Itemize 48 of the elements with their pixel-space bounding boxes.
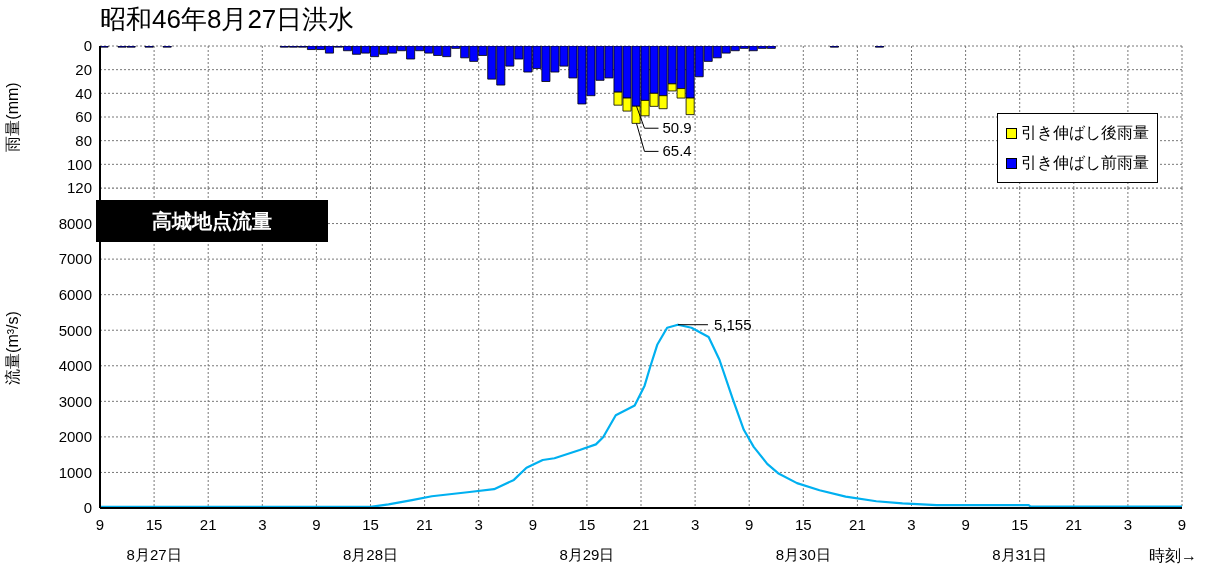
- x-tick-label: 9: [745, 516, 754, 533]
- y-tick-label: 80: [75, 131, 92, 149]
- y-tick-label: 120: [66, 179, 92, 197]
- x-tick-label: 9: [312, 516, 321, 533]
- legend-label: 引き伸ばし前雨量: [1021, 153, 1149, 173]
- y-tick-label: 6000: [58, 285, 92, 303]
- x-tick-label: 9: [961, 516, 970, 533]
- y-tick-label: 5000: [58, 321, 92, 339]
- x-tick-label: 3: [474, 516, 483, 533]
- chart-title: 昭和46年8月27日洪水: [100, 3, 355, 36]
- label-box: 高城地点流量: [96, 200, 328, 242]
- x-tick-label: 15 8月28日: [342, 516, 399, 563]
- y-axis-title: 雨量(mm): [3, 82, 21, 152]
- y-tick-label: 0: [83, 499, 92, 517]
- y-tick-label: 1000: [58, 463, 92, 481]
- y-tick-label: 60: [75, 108, 92, 126]
- y-tick-label: 0: [83, 37, 92, 55]
- x-tick-label: 3: [690, 516, 700, 533]
- x-tick-label: 9: [95, 516, 105, 533]
- x-tick-label: 15 8月27日: [126, 516, 182, 563]
- y-tick-label: 8000: [58, 214, 92, 232]
- x-tick-label: 21: [1065, 516, 1083, 533]
- x-tick-label: 21: [632, 516, 650, 533]
- x-axis-title: 時刻→: [1149, 546, 1197, 566]
- annotation: 5,155: [713, 315, 752, 333]
- x-tick-label: 3: [1123, 516, 1133, 533]
- y-tick-label: 20: [75, 60, 92, 78]
- y-tick-label: 3000: [58, 392, 92, 410]
- y-tick-label: 100: [66, 155, 92, 173]
- annotation: 50.9: [662, 119, 692, 137]
- x-tick-label: 9: [1177, 516, 1187, 533]
- y-tick-label: 40: [75, 84, 92, 102]
- x-tick-label: 21: [416, 516, 433, 533]
- y-tick-label: 2000: [58, 428, 92, 446]
- annotation: 高城地点流量: [152, 208, 272, 234]
- x-tick-label: 3: [258, 516, 267, 533]
- annotation: 65.4: [662, 142, 692, 160]
- y-tick-label: 7000: [58, 250, 92, 268]
- x-tick-label: 21: [849, 516, 866, 533]
- x-tick-label: 15 8月31日: [992, 516, 1048, 563]
- x-tick-label: 9: [528, 516, 537, 533]
- x-tick-label: 15 8月30日: [775, 516, 831, 563]
- legend-label: 引き伸ばし後雨量: [1021, 123, 1149, 143]
- x-tick-label: 15 8月29日: [559, 516, 615, 563]
- y-tick-label: 4000: [58, 357, 92, 375]
- x-tick-label: 3: [907, 516, 916, 533]
- y-axis-title: 流量(m³/s): [3, 311, 21, 385]
- x-tick-label: 21: [199, 516, 217, 533]
